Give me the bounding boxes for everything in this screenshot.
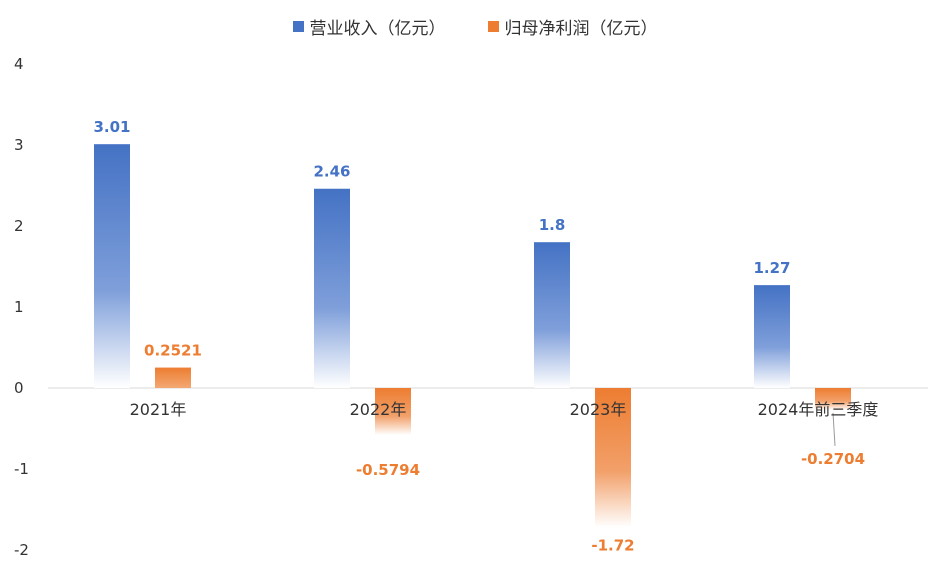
- data-label-net-profit-3: -1.72: [591, 536, 634, 554]
- x-tick-label-1: 2021年: [130, 400, 187, 419]
- leader-line-net-profit-4: [832, 412, 836, 446]
- bar-net-profit-1: [155, 367, 191, 388]
- legend-swatch-revenue: [292, 21, 304, 32]
- y-tick-label-0: 0: [14, 379, 24, 397]
- legend-label-revenue: 营业收入（亿元）: [309, 19, 446, 39]
- legend-label-net-profit: 归母净利润（亿元）: [504, 19, 658, 39]
- legend: 营业收入（亿元） 归母净利润（亿元）: [0, 14, 950, 39]
- data-label-revenue-1: 3.01: [93, 118, 130, 136]
- y-tick-label-1: -1: [14, 460, 29, 478]
- y-tick-label-3: 3: [14, 136, 24, 154]
- legend-item-net-profit: 归母净利润（亿元）: [487, 14, 658, 39]
- y-tick-label-2: 2: [14, 217, 24, 235]
- data-label-net-profit-2: -0.5794: [356, 461, 420, 479]
- data-label-revenue-3: 1.8: [539, 216, 566, 234]
- legend-item-revenue: 营业收入（亿元）: [292, 14, 446, 39]
- legend-swatch-net-profit: [487, 21, 499, 32]
- x-tick-label-3: 2023年: [570, 400, 627, 419]
- bar-net-profit-3: [595, 388, 631, 528]
- bar-revenue-3: [534, 242, 570, 388]
- bar-revenue-1: [94, 144, 130, 388]
- y-tick-label-1: 1: [14, 298, 24, 316]
- x-tick-label-4: 2024年前三季度: [758, 400, 879, 419]
- bar-revenue-2: [314, 188, 350, 388]
- bar-net-profit-2: [375, 388, 411, 435]
- y-tick-label-4: 4: [14, 55, 24, 73]
- bar-revenue-4: [754, 285, 790, 388]
- bar-net-profit-4: [815, 388, 851, 410]
- y-tick-label-2: -2: [14, 541, 29, 559]
- data-label-revenue-2: 2.46: [313, 163, 350, 181]
- data-label-net-profit-1: 0.2521: [144, 342, 202, 360]
- data-label-net-profit-4: -0.2704: [801, 450, 865, 468]
- x-tick-label-2: 2022年: [350, 400, 407, 419]
- data-label-revenue-4: 1.27: [753, 259, 790, 277]
